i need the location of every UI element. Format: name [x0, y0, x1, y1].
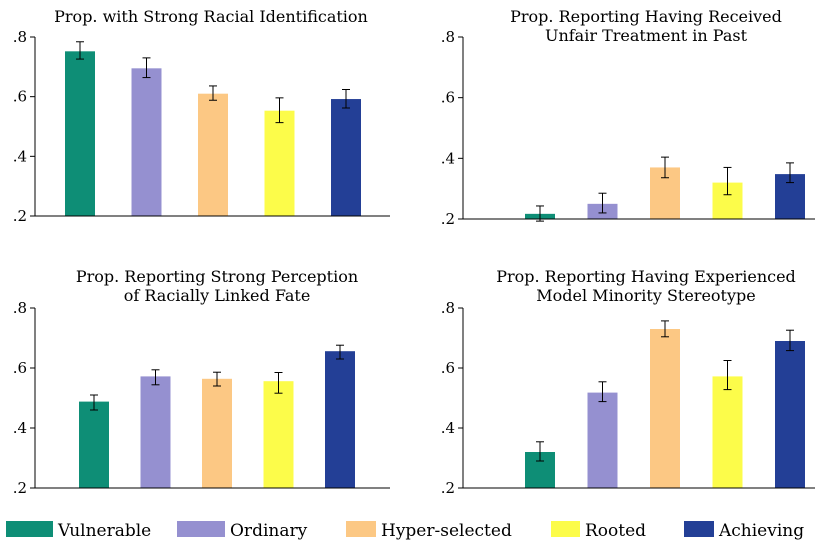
- y-tick-label: .4: [13, 147, 27, 165]
- error-bar: [723, 360, 732, 391]
- panel-4: Prop. Reporting Having ExperiencedModel …: [441, 267, 815, 497]
- error-bar: [598, 192, 607, 214]
- legend-swatch: [346, 521, 376, 537]
- panel-title: Unfair Treatment in Past: [545, 26, 748, 45]
- bar-rooted: [263, 381, 294, 488]
- error-bar: [336, 344, 344, 360]
- panel-1: Prop. with Strong Racial Identification.…: [13, 7, 390, 225]
- legend-item: Hyper-selected: [346, 521, 512, 541]
- error-bar: [90, 394, 98, 411]
- legend: Vulnerable Ordinary Hyper-selected Rooted Ac…: [6, 521, 804, 541]
- legend-label: Achieving: [718, 521, 804, 541]
- bar-hyper-selected: [202, 378, 232, 488]
- legend-swatch: [684, 521, 714, 537]
- bar-achieving: [331, 99, 361, 216]
- error-bar: [213, 371, 221, 387]
- error-bar: [598, 381, 607, 403]
- bar-achieving: [325, 351, 355, 488]
- error-bar: [275, 97, 284, 124]
- y-tick-label: .2: [13, 479, 27, 497]
- legend-label: Vulnerable: [57, 521, 151, 541]
- legend-swatch: [6, 521, 53, 537]
- error-bar: [786, 329, 794, 352]
- y-tick-label: .6: [441, 89, 455, 107]
- bar-vulnerable: [79, 401, 109, 488]
- y-tick-label: .2: [441, 210, 455, 228]
- error-bar: [661, 320, 669, 338]
- error-bar: [723, 166, 732, 196]
- legend-item: Vulnerable: [6, 521, 151, 541]
- y-tick-label: .6: [13, 359, 27, 377]
- error-bar: [151, 369, 160, 386]
- legend-label: Ordinary: [230, 521, 308, 541]
- bar-hyper-selected: [198, 93, 228, 216]
- bar-hyper-selected: [650, 329, 680, 488]
- y-tick-label: .8: [441, 299, 455, 317]
- error-bar: [274, 372, 283, 394]
- panel-title: Prop. with Strong Racial Identification: [54, 7, 368, 26]
- bar-rooted: [264, 110, 295, 216]
- y-tick-label: .6: [13, 88, 27, 106]
- panel-title: Model Minority Stereotype: [536, 286, 755, 305]
- bar-rooted: [712, 376, 743, 488]
- y-tick-label: .2: [441, 479, 455, 497]
- legend-item: Achieving: [684, 521, 804, 541]
- y-tick-label: .8: [441, 28, 455, 46]
- panel-title: Prop. Reporting Having Received: [510, 7, 782, 26]
- y-tick-label: .4: [13, 419, 27, 437]
- y-tick-label: .8: [13, 28, 27, 46]
- y-tick-label: .8: [13, 299, 27, 317]
- error-bar: [76, 41, 84, 60]
- legend-label: Hyper-selected: [381, 521, 512, 541]
- error-bar: [342, 89, 350, 109]
- legend-swatch: [177, 521, 225, 537]
- bar-ordinary: [587, 392, 618, 488]
- bar-vulnerable: [65, 51, 95, 216]
- legend-item: Rooted: [551, 521, 646, 541]
- y-tick-label: .4: [441, 149, 455, 167]
- panel-title: of Racially Linked Fate: [124, 286, 311, 305]
- legend-label: Rooted: [585, 521, 646, 541]
- y-tick-label: .4: [441, 419, 455, 437]
- panel-title: Prop. Reporting Having Experienced: [496, 267, 796, 286]
- error-bar: [536, 441, 544, 462]
- error-bar: [786, 162, 794, 184]
- error-bar: [661, 156, 669, 179]
- bar-ordinary: [131, 68, 162, 216]
- y-tick-label: .2: [13, 207, 27, 225]
- bar-ordinary: [140, 376, 171, 488]
- error-bar: [142, 57, 151, 79]
- error-bar: [209, 85, 217, 101]
- bar-achieving: [775, 341, 805, 488]
- legend-swatch: [551, 521, 580, 537]
- panel-title: Prop. Reporting Strong Perception: [76, 267, 358, 286]
- y-tick-label: .6: [441, 359, 455, 377]
- legend-item: Ordinary: [177, 521, 308, 541]
